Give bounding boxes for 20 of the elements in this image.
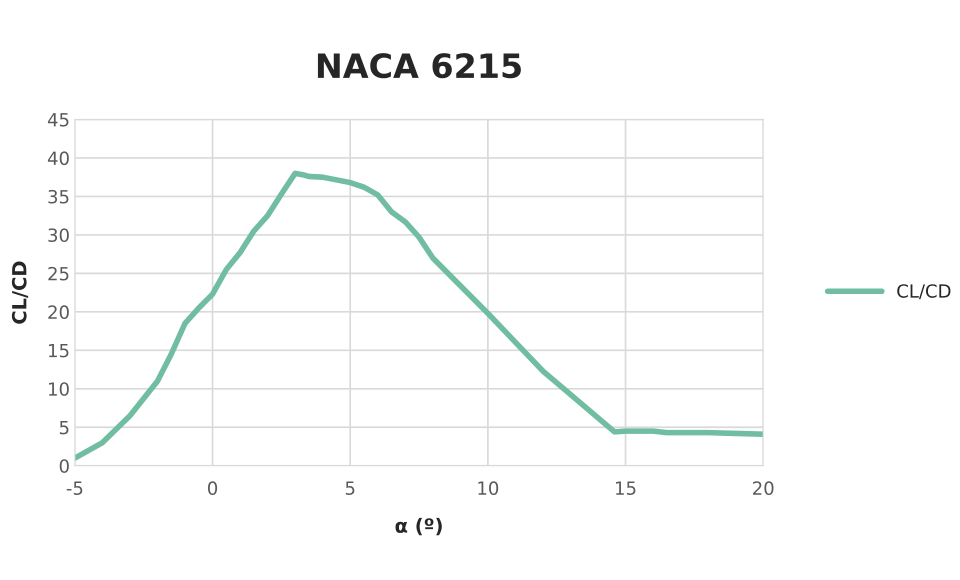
y-tick-label: 45: [48, 113, 68, 127]
x-axis-title: α (º): [396, 518, 442, 536]
y-tick-label: 35: [48, 190, 68, 204]
y-tick-label: 25: [48, 266, 68, 280]
x-tick-label: 10: [478, 481, 498, 495]
x-tick-label: 0: [208, 481, 218, 495]
legend-label: CL/CD: [897, 284, 950, 300]
y-tick-label: 30: [48, 228, 69, 242]
x-tick-label: 20: [753, 481, 774, 495]
x-tick-label: 5: [346, 482, 354, 495]
y-tick-label: 20: [48, 305, 69, 319]
chart-title: NACA 6215: [318, 53, 521, 78]
y-tick-label: 40: [48, 151, 69, 166]
y-axis-title: CL/CD: [12, 262, 28, 324]
y-tick-label: 15: [49, 344, 68, 358]
y-tick-label: 0: [60, 459, 69, 473]
x-tick-label: 15: [616, 482, 636, 495]
x-tick-label: -5: [66, 482, 82, 495]
y-tick-label: 10: [49, 382, 69, 396]
y-tick-label: 5: [60, 420, 68, 434]
